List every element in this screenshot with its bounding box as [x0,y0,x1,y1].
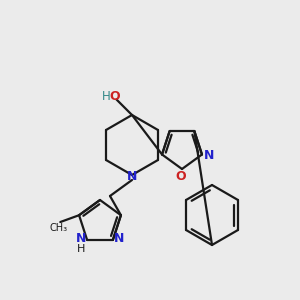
Text: O: O [109,90,120,103]
Text: H: H [77,244,85,254]
Text: N: N [114,232,124,245]
Text: O: O [176,169,186,182]
Text: H: H [102,90,111,103]
Text: N: N [76,232,86,245]
Text: N: N [204,149,214,162]
Text: N: N [127,169,137,182]
Text: CH₃: CH₃ [49,223,67,233]
